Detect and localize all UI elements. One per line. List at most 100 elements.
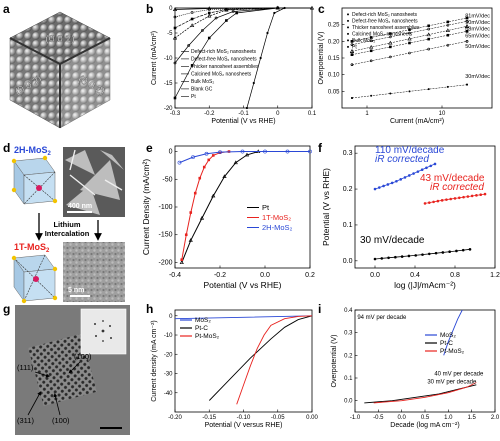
x-tick-label: 0.1 [308, 111, 317, 117]
mos2-hexagon-model [9, 11, 111, 129]
y-tick-label: 0.3 [344, 331, 353, 337]
series-line [373, 382, 477, 404]
series-marker [446, 33, 450, 37]
series-marker [479, 193, 483, 196]
panel-a: a (0 0 2) (0 0 2) (0 0 2) [3, 2, 111, 129]
series-marker [461, 248, 465, 252]
series-marker [172, 35, 178, 40]
series-marker [218, 151, 222, 154]
legend-entry: Blank GC [191, 87, 213, 93]
series-marker [193, 191, 197, 195]
fft-spot [109, 325, 111, 327]
legend-entry: MoS₂ [195, 317, 211, 324]
series-marker [395, 179, 398, 183]
series-marker [200, 29, 204, 32]
x-tick-label: 1.0 [444, 415, 453, 421]
cell-diag-2h-1 [23, 174, 56, 202]
plot-frame [354, 145, 496, 269]
panel-h-label: h [146, 302, 153, 316]
plane-311: (311) [17, 416, 34, 425]
series-marker [207, 6, 212, 10]
y-tick-label: 0.2 [343, 186, 353, 193]
series-marker [408, 31, 411, 35]
series-marker [190, 11, 194, 14]
panel-h: h -0.20 -0.15 -0.10 -0.05 0.00 -40 -30 -20 -10 0 P… [146, 302, 318, 429]
series-marker [427, 37, 430, 41]
x-tick-label: -0.4 [169, 272, 181, 279]
series-marker [465, 30, 469, 33]
x-tick-label: 0.4 [410, 272, 420, 279]
sem-scale-text: 400 nm [68, 203, 92, 210]
chart-h: -0.20 -0.15 -0.10 -0.05 0.00 -40 -30 -20 -10 0 Pot… [151, 309, 318, 429]
series-marker [426, 32, 431, 37]
hex-edge-right [59, 37, 111, 65]
legend-entry: Thicker nanosheet assemblies [352, 25, 420, 31]
series-marker [350, 43, 354, 46]
legend-entry: Bulk MoS₂ [191, 79, 214, 85]
series-marker [259, 56, 262, 60]
fft-spot [110, 337, 112, 339]
y-tick-label: -150 [158, 232, 172, 239]
series-marker [350, 53, 354, 56]
series-marker [351, 97, 353, 99]
legend-marker [347, 45, 349, 48]
series-marker [273, 11, 276, 15]
y-tick-label: -5 [167, 31, 173, 37]
y-axis-label: Current density (mA cm⁻²) [151, 320, 158, 402]
series-marker [370, 94, 373, 97]
sem-edges [69, 149, 123, 196]
x-tick-label: 0.0 [370, 272, 380, 279]
arrow-111 [34, 371, 50, 378]
series-marker [420, 168, 424, 172]
series-marker [436, 199, 440, 203]
2h-unit-cell [11, 155, 58, 205]
series-marker [207, 11, 211, 15]
series-marker [214, 16, 218, 20]
panel-g-label: g [3, 302, 10, 316]
series-marker [434, 251, 438, 255]
series-marker [468, 248, 472, 251]
series-line [351, 21, 468, 45]
panel-f-label: f [318, 141, 323, 155]
series-marker [427, 88, 430, 91]
series-marker [190, 17, 194, 21]
series-marker [440, 199, 444, 202]
legend-entry: Calcined MoS₂ nanosheets [352, 32, 413, 38]
series-marker [285, 149, 290, 154]
x-tick-label: 1 [365, 111, 369, 117]
panel-f: f 0.0 0.4 0.8 1.2 0.0 0.1 0.2 0.3 log (|J|/mAcm⁻… [318, 141, 500, 290]
slope-annotation: 43 mV/decade [420, 173, 485, 184]
y-tick-label: -10 [164, 56, 173, 62]
series-marker [445, 198, 448, 201]
y-tick-label: 0.2 [344, 353, 353, 359]
y-axis-label: Current Density (mA/cm²) [141, 159, 151, 256]
series-marker [389, 92, 392, 95]
series-marker [369, 59, 373, 63]
legend-entry: Defect-rich MoS₂ nanosheets [352, 12, 418, 18]
arrow-100-bottom [53, 393, 61, 416]
series-marker [382, 184, 385, 188]
label-2h-mos2: 2H-MoS2 [14, 145, 52, 157]
plot-frame [174, 145, 311, 269]
series-marker [465, 16, 469, 20]
series-marker [407, 174, 411, 177]
series-marker [465, 20, 469, 23]
series-marker [446, 85, 449, 88]
series-marker [389, 32, 392, 35]
x-tick-label: 0 [276, 111, 280, 117]
fft-spot [95, 335, 97, 337]
series-marker [394, 255, 397, 259]
panel-d: d 2H-MoS2 400 nm Lithium Intercalation 1… [3, 141, 125, 304]
plane-111: (111) [17, 363, 34, 372]
series-marker [204, 151, 209, 156]
y-axis-label: Overpotential (V) [318, 32, 325, 85]
series-marker [400, 255, 404, 258]
series-line [351, 41, 468, 65]
series-marker [350, 63, 354, 66]
y-tick-label: 0.0 [344, 399, 353, 405]
chart-c: 1 10 0.05 0.10 0.15 0.20 0.25 Current (mA/cm²) O… [318, 7, 493, 125]
series-line [181, 151, 230, 260]
s-atom-2h-2 [42, 155, 48, 161]
facet-label-top: (0 0 2) [46, 34, 75, 45]
